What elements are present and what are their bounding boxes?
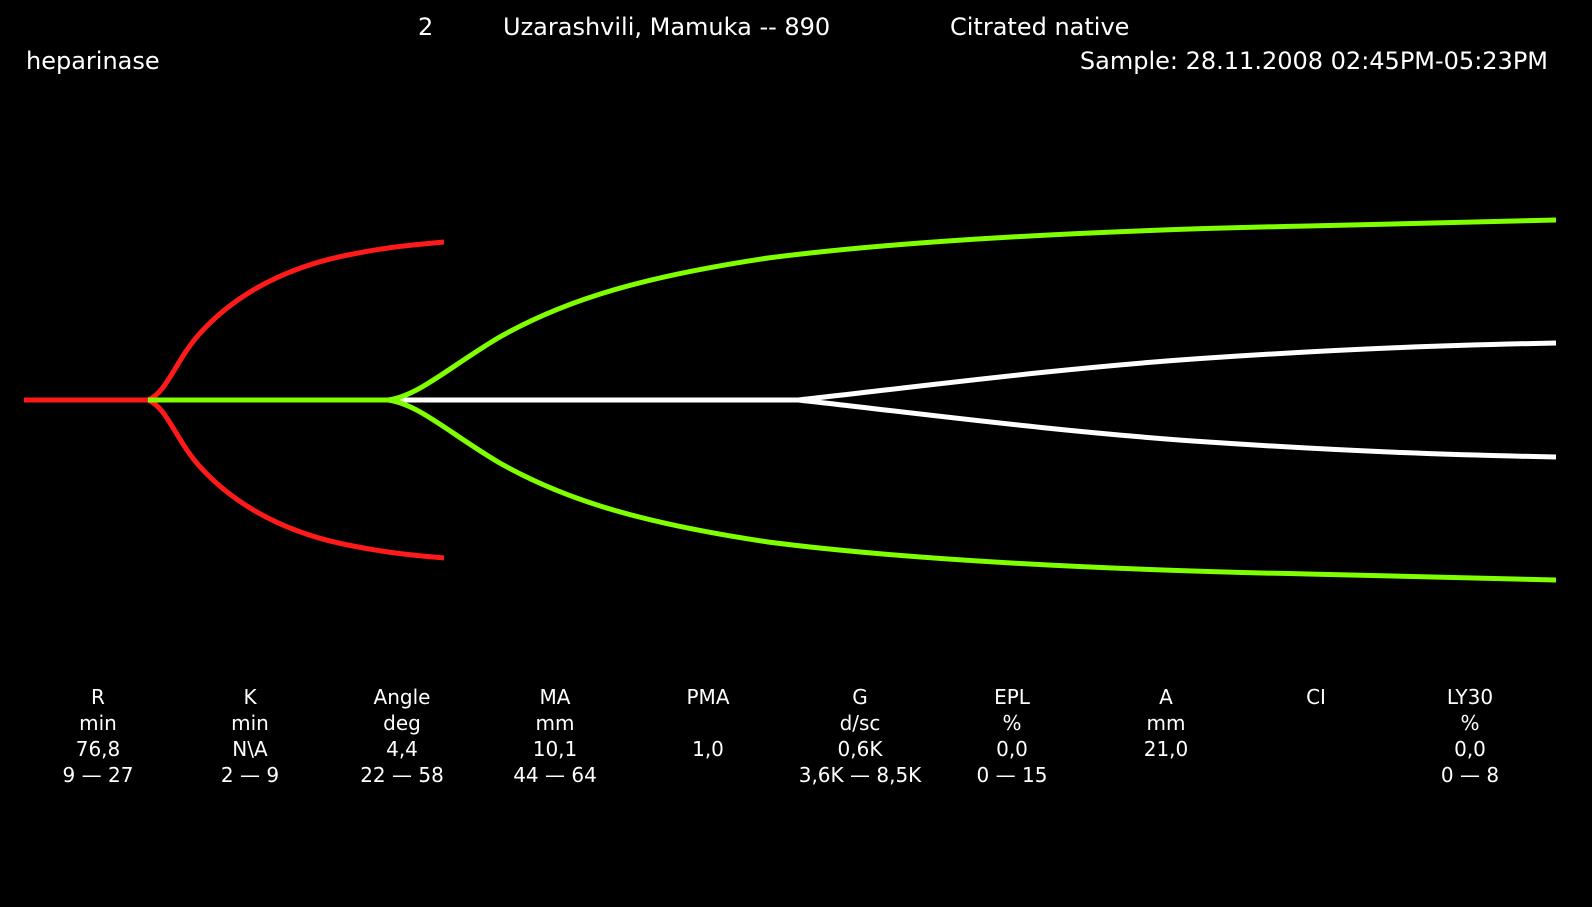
param-ly30: LY30 % 0,0 0 — 8 <box>1390 684 1550 788</box>
param-value <box>1236 736 1396 762</box>
param-name: MA <box>475 684 635 710</box>
trace-clot <box>148 220 1556 580</box>
param-unit: % <box>1390 710 1550 736</box>
param-value: 0,0 <box>932 736 1092 762</box>
param-value: 0,6K <box>780 736 940 762</box>
param-value: 21,0 <box>1086 736 1246 762</box>
param-unit: mm <box>1086 710 1246 736</box>
param-unit <box>1236 710 1396 736</box>
param-range <box>1236 762 1396 788</box>
param-range: 0 — 8 <box>1390 762 1550 788</box>
param-unit: mm <box>475 710 635 736</box>
teg-display: 2 Uzarashvili, Mamuka -- 890 Citrated na… <box>8 8 1576 901</box>
param-unit: d/sc <box>780 710 940 736</box>
trace-clot-lower <box>388 400 1556 580</box>
param-k: K min N\A 2 — 9 <box>170 684 330 788</box>
param-range: 9 — 27 <box>18 762 178 788</box>
param-name: Angle <box>322 684 482 710</box>
param-unit: deg <box>322 710 482 736</box>
param-value: 4,4 <box>322 736 482 762</box>
param-unit: min <box>18 710 178 736</box>
param-range: 2 — 9 <box>170 762 330 788</box>
param-name: PMA <box>628 684 788 710</box>
param-angle: Angle deg 4,4 22 — 58 <box>322 684 482 788</box>
param-value: 1,0 <box>628 736 788 762</box>
param-r: R min 76,8 9 — 27 <box>18 684 178 788</box>
param-name: R <box>18 684 178 710</box>
trace-initial-lower <box>148 400 444 558</box>
param-name: LY30 <box>1390 684 1550 710</box>
param-range <box>628 762 788 788</box>
param-range: 0 — 15 <box>932 762 1092 788</box>
param-unit <box>628 710 788 736</box>
param-range: 3,6K — 8,5K <box>780 762 940 788</box>
param-value: 10,1 <box>475 736 635 762</box>
param-a: A mm 21,0 <box>1086 684 1246 788</box>
param-name: A <box>1086 684 1246 710</box>
param-ci: CI <box>1236 684 1396 788</box>
param-unit: min <box>170 710 330 736</box>
trace-late-lower <box>798 400 1556 457</box>
param-range: 44 — 64 <box>475 762 635 788</box>
trace-initial-upper <box>148 242 444 400</box>
param-ma: MA mm 10,1 44 — 64 <box>475 684 635 788</box>
param-value: 0,0 <box>1390 736 1550 762</box>
param-name: K <box>170 684 330 710</box>
param-name: CI <box>1236 684 1396 710</box>
param-g: G d/sc 0,6K 3,6K — 8,5K <box>780 684 940 788</box>
param-epl: EPL % 0,0 0 — 15 <box>932 684 1092 788</box>
trace-clot-upper <box>388 220 1556 400</box>
trace-late-upper <box>798 343 1556 400</box>
param-value: N\A <box>170 736 330 762</box>
param-value: 76,8 <box>18 736 178 762</box>
param-pma: PMA 1,0 <box>628 684 788 788</box>
param-name: G <box>780 684 940 710</box>
param-name: EPL <box>932 684 1092 710</box>
param-range <box>1086 762 1246 788</box>
param-range: 22 — 58 <box>322 762 482 788</box>
param-unit: % <box>932 710 1092 736</box>
trace-late <box>388 343 1556 457</box>
parameter-table: R min 76,8 9 — 27 K min N\A 2 — 9 Angle … <box>8 684 1576 794</box>
